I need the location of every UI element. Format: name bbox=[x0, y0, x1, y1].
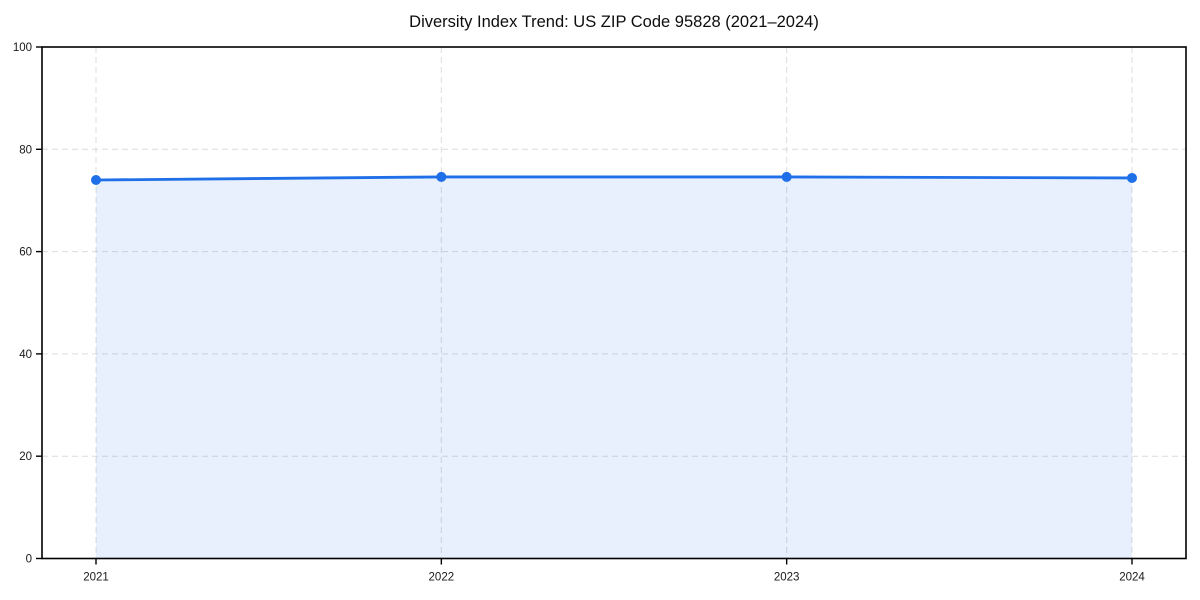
chart-title: Diversity Index Trend: US ZIP Code 95828… bbox=[409, 13, 819, 31]
data-point bbox=[781, 171, 792, 182]
data-point-markers bbox=[91, 171, 1137, 185]
y-tick-label: 60 bbox=[19, 247, 32, 259]
area-fill bbox=[96, 176, 1132, 559]
y-tick-label: 100 bbox=[13, 42, 32, 54]
y-tick-label: 0 bbox=[26, 554, 32, 566]
x-tick-label: 2024 bbox=[1119, 572, 1145, 584]
y-axis-tick-labels: 0 20 40 60 80 100 bbox=[13, 42, 32, 566]
trend-line bbox=[94, 175, 1134, 182]
data-point bbox=[91, 174, 101, 185]
y-tick-label: 40 bbox=[19, 349, 32, 361]
x-axis-tick-labels: 2021 2022 2023 2024 bbox=[83, 572, 1145, 584]
y-tick-label: 20 bbox=[19, 451, 32, 463]
gridlines bbox=[42, 47, 1186, 559]
data-point bbox=[1127, 172, 1137, 183]
x-tick-label: 2021 bbox=[83, 572, 109, 584]
data-point bbox=[436, 171, 447, 182]
axis-ticks bbox=[36, 46, 1133, 565]
x-tick-label: 2022 bbox=[429, 572, 455, 584]
plot-border bbox=[41, 46, 1187, 560]
x-tick-label: 2023 bbox=[774, 572, 800, 584]
y-tick-label: 80 bbox=[19, 144, 32, 156]
